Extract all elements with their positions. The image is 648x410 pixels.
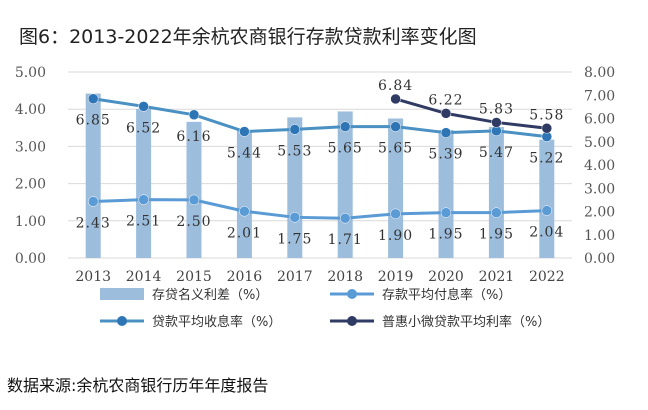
data-label: 5.65 [378, 141, 413, 157]
data-label: 6.16 [176, 129, 211, 145]
y-right-tick-label: 8.00 [584, 65, 615, 81]
legend-label: 普惠小微贷款平均利率（%） [382, 314, 550, 330]
series-line [92, 97, 547, 139]
chart-title: 图6：2013-2022年余杭农商银行存款贷款利率变化图 [19, 26, 477, 48]
data-label: 6.84 [378, 78, 413, 94]
y-right-tick-label: 2.00 [584, 205, 615, 221]
legend-label: 贷款平均收息率（%） [152, 314, 281, 330]
data-label: 5.22 [529, 151, 564, 167]
data-point [188, 109, 200, 121]
data-point [440, 207, 452, 218]
bar [388, 118, 404, 258]
data-label: 2.01 [227, 225, 262, 241]
data-label: 1.95 [479, 227, 514, 243]
y-right-tick-label: 5.00 [584, 135, 615, 151]
data-label: 5.53 [277, 143, 312, 159]
data-point [541, 205, 553, 216]
bar [236, 130, 252, 258]
data-point [339, 212, 351, 224]
legend-marker [117, 316, 127, 326]
data-label: 2.50 [176, 214, 211, 230]
legend-marker [347, 289, 357, 299]
source-note: 数据来源:余杭农商银行历年年度报告 [7, 376, 269, 395]
data-label: 5.47 [479, 145, 514, 161]
data-label: 5.39 [428, 147, 463, 163]
data-point [289, 212, 301, 223]
x-tick-label: 2018 [327, 269, 363, 285]
data-point [491, 117, 502, 128]
bar [438, 130, 454, 258]
legend-marker [347, 316, 357, 326]
y-left-tick-label: 1.00 [15, 214, 46, 230]
data-label: 1.71 [328, 232, 363, 248]
x-tick-label: 2020 [428, 269, 464, 285]
legend-label: 存贷名义利差（%） [152, 287, 268, 303]
y-right-tick-label: 1.00 [584, 228, 615, 244]
y-left-tick-label: 2.00 [15, 177, 46, 193]
chart-svg: 0.00 1.00 2.00 3.00 4.00 5.00 0.00 1.00 2.00 3.00… [15, 65, 615, 330]
data-label: 1.95 [428, 227, 463, 243]
bar [287, 117, 303, 258]
y-right-tick-label: 7.00 [584, 88, 615, 104]
x-tick-label: 2016 [227, 269, 263, 285]
data-label: 6.52 [126, 120, 161, 136]
data-point [239, 126, 250, 137]
bar [539, 139, 555, 258]
legend-swatch [100, 288, 144, 300]
data-point [87, 93, 99, 104]
data-label: 5.83 [479, 101, 514, 117]
data-label: 1.90 [378, 228, 413, 244]
data-point [138, 101, 149, 112]
data-point [138, 194, 149, 205]
data-label: 6.85 [76, 113, 111, 129]
y-right-tick-label: 0.00 [584, 251, 615, 267]
data-point [390, 121, 401, 132]
data-point [188, 194, 200, 206]
data-point [541, 123, 553, 134]
bar [488, 127, 504, 258]
series-line [395, 97, 547, 130]
legend-label: 存款平均付息率（%） [382, 287, 511, 303]
data-point [339, 121, 351, 132]
y-right-tick-label: 6.00 [584, 112, 615, 128]
x-tick-label: 2013 [75, 269, 111, 285]
y-left-tick-label: 5.00 [15, 65, 46, 81]
data-label: 1.75 [277, 231, 312, 247]
y-right-tick-label: 4.00 [584, 158, 615, 174]
data-point [289, 124, 301, 135]
y-left-tick-label: 3.00 [15, 139, 46, 155]
data-label: 5.65 [328, 141, 363, 157]
data-label: 2.04 [529, 225, 564, 241]
data-point [87, 196, 99, 207]
x-tick-label: 2014 [126, 269, 162, 285]
x-tick-label: 2019 [378, 269, 414, 285]
data-label: 6.22 [428, 92, 463, 108]
bar [186, 121, 202, 259]
bar [85, 93, 101, 259]
data-point [390, 93, 401, 105]
series-line [93, 198, 547, 220]
bar [136, 108, 152, 258]
x-tick-label: 2017 [277, 269, 313, 285]
data-point [440, 127, 452, 138]
data-point [440, 108, 452, 119]
x-tick-label: 2021 [479, 269, 515, 285]
data-point [239, 206, 250, 217]
data-label: 2.51 [126, 214, 161, 230]
y-right-tick-label: 3.00 [584, 181, 615, 197]
data-label: 5.58 [529, 107, 564, 123]
y-left-tick-label: 0.00 [15, 251, 46, 267]
data-label: 5.44 [227, 146, 262, 162]
y-left-tick-label: 4.00 [15, 102, 46, 118]
x-tick-label: 2022 [529, 269, 565, 285]
x-tick-label: 2015 [176, 269, 212, 285]
data-point [390, 208, 401, 220]
data-point [491, 207, 502, 218]
data-label: 2.43 [76, 216, 111, 232]
